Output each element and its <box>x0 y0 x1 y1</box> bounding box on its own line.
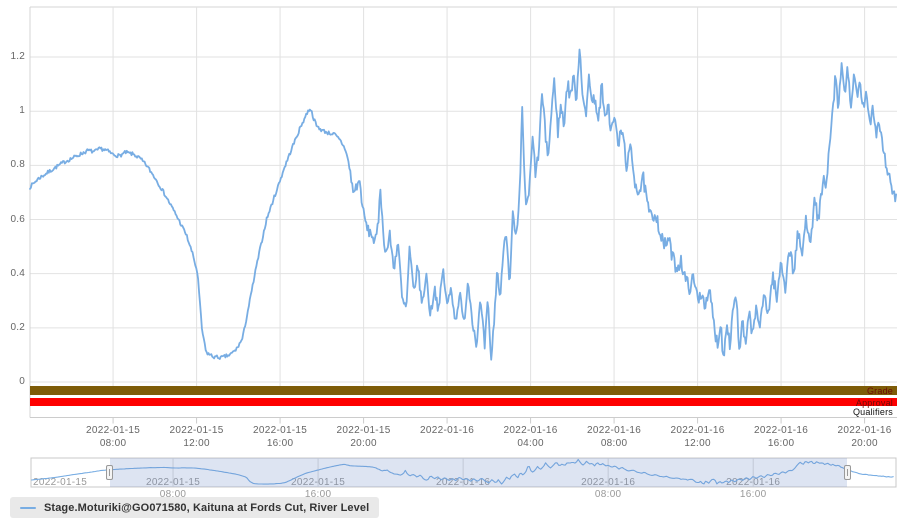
x-axis-label: 2022-01-16 08:00 <box>587 425 642 449</box>
main-series-line[interactable] <box>29 48 897 361</box>
y-axis-label: 1.2 <box>10 51 25 63</box>
grade-bar-label: Grade <box>866 386 893 396</box>
qualifiers-row-label: Qualifiers <box>852 406 893 417</box>
navigator-axis-label: 2022-01-15 <box>33 477 88 488</box>
y-axis-label: 0.2 <box>10 321 25 333</box>
navigator-selection[interactable] <box>109 458 848 487</box>
x-axis-label: 2022-01-16 04:00 <box>503 425 558 449</box>
grade-bar[interactable]: Grade <box>30 386 897 396</box>
x-axis-label: 2022-01-15 08:00 <box>86 425 141 449</box>
navigator-series-line <box>31 458 894 485</box>
x-axis-label: 2022-01-16 20:00 <box>837 425 892 449</box>
y-axis-label: 0.4 <box>10 267 25 279</box>
x-axis-label: 2022-01-16 16:00 <box>754 425 809 449</box>
navigator-handle-right[interactable] <box>843 465 851 480</box>
qualifiers-row: Qualifiers <box>30 407 897 417</box>
x-axis-label: 2022-01-16 12:00 <box>670 425 725 449</box>
x-axis-label: 2022-01-16 <box>420 425 475 436</box>
y-axis-label: 1 <box>19 105 25 117</box>
approval-bar-label: Approval <box>855 397 893 408</box>
approval-bar[interactable]: Approval <box>30 397 897 408</box>
x-axis-label: 2022-01-15 12:00 <box>169 425 224 449</box>
handle-grip-icon <box>109 469 111 476</box>
navigator-handle-left[interactable] <box>106 465 114 480</box>
x-axis-label: 2022-01-15 16:00 <box>253 425 308 449</box>
handle-grip-icon <box>846 469 848 476</box>
legend[interactable]: Stage.Moturiki@GO071580, Kaituna at Ford… <box>10 497 380 518</box>
main-plot-area[interactable] <box>30 7 897 382</box>
x-axis-label: 2022-01-15 20:00 <box>336 425 391 449</box>
y-axis-label: 0 <box>19 376 25 387</box>
y-axis-label: 0.6 <box>10 213 25 225</box>
legend-line-marker <box>20 506 36 509</box>
legend-label: Stage.Moturiki@GO071580, Kaituna at Ford… <box>44 501 370 514</box>
y-axis-label: 0.8 <box>10 159 25 171</box>
